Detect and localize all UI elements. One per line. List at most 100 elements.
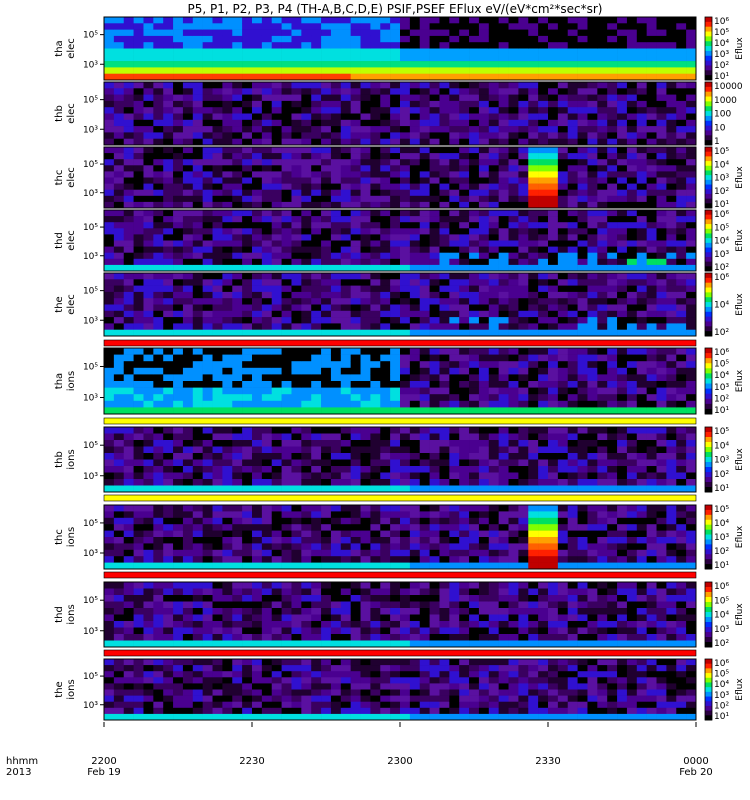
spectrogram-cell [252,100,263,108]
spectrogram-cell [192,279,203,286]
spectrogram-cell [123,264,134,272]
spectrogram-cell [222,394,233,402]
spectrogram-cell [301,310,312,318]
spectrogram-cell [478,511,490,519]
spectrogram-cell [597,562,608,570]
spectrogram-cell [370,517,381,525]
spectrogram-cell [656,433,667,441]
spectrogram-cell [182,505,194,512]
spectrogram-cell [212,562,223,570]
spectrogram-cell [104,511,115,519]
spectrogram-cell [173,285,184,293]
spectrogram-cell [173,348,184,355]
spectrogram-cell [459,279,470,286]
spectrogram-cell [222,304,233,312]
spectrogram-cell [232,446,243,454]
spectrogram-cell [656,479,667,486]
spectrogram-cell [340,48,351,56]
spectrogram-cell [617,524,628,531]
spectrogram-cell [271,171,282,178]
spectrogram-cell [488,107,499,114]
spectrogram-cell [597,35,608,43]
spectrogram-cell [518,183,529,190]
spectrogram-cell [518,433,529,441]
spectrogram-cell [567,94,578,102]
spectrogram-cell [636,42,647,49]
spectrogram-cell [173,177,184,184]
spectrogram-cell [557,252,569,260]
spectrogram-cell [104,171,115,178]
colorbar-segment [705,224,712,230]
spectrogram-cell [478,427,490,434]
spectrogram-cell [232,549,243,557]
spectrogram-cell [370,394,381,402]
spectrogram-cell [587,153,598,160]
spectrogram-cell [607,285,618,293]
spectrogram-cell [113,54,125,62]
spectrogram-cell [518,517,529,525]
panel-ylabel-2: elec [66,167,77,188]
spectrogram-cell [301,273,312,280]
spectrogram-cell [252,264,263,272]
spectrogram-cell [666,195,677,203]
spectrogram-cell [409,100,421,108]
spectrogram-cell [686,82,697,89]
spectrogram-cell [646,530,657,538]
spectrogram-cell [409,171,421,178]
spectrogram-cell [212,394,223,402]
spectrogram-cell [143,511,154,519]
spectrogram-cell [400,252,411,260]
spectrogram-cell [518,562,529,570]
spectrogram-cell [222,348,233,355]
spectrogram-cell [498,126,509,133]
spectrogram-cell [173,54,184,62]
spectrogram-cell [192,234,203,241]
spectrogram-cell [192,132,203,139]
spectrogram-cell [271,459,282,467]
spectrogram-cell [133,48,144,56]
spectrogram-cell [587,216,598,223]
spectrogram-cell [242,427,253,434]
spectrogram-cell [173,479,184,486]
spectrogram-cell [400,107,411,114]
spectrogram-cell [548,387,559,395]
spectrogram-cell [182,427,194,434]
spectrogram-cell [360,29,371,37]
spectrogram-cell [232,132,243,139]
spectrogram-cell [449,94,460,102]
spectrogram-cell [104,88,115,95]
spectrogram-cell [370,562,381,570]
spectrogram-cell [567,210,578,217]
spectrogram-cell [646,400,657,408]
spectrogram-cell [281,61,292,68]
spectrogram-cell [459,138,470,146]
spectrogram-cell [646,354,657,362]
spectrogram-cell [271,73,282,81]
spectrogram-cell [380,329,391,337]
spectrogram-cell [113,126,125,133]
spectrogram-cell [163,210,174,217]
spectrogram-cell [478,466,490,473]
spectrogram-cell [192,285,203,293]
spectrogram-cell [133,279,144,286]
spectrogram-cell [113,400,125,408]
spectrogram-cell [478,479,490,486]
spectrogram-cell [321,252,332,260]
spectrogram-cell [311,195,322,203]
spectrogram-cell [478,258,490,266]
spectrogram-cell [113,472,125,480]
spectrogram-cell [113,42,125,49]
spectrogram-cell [646,472,657,480]
spectrogram-cell [202,61,213,68]
spectrogram-cell [597,537,608,544]
spectrogram-cell [123,367,134,375]
spectrogram-cell [676,61,687,68]
spectrogram-cell [153,472,164,480]
spectrogram-cell [469,273,480,280]
spectrogram-cell [311,113,322,121]
spectrogram-cell [557,165,569,172]
spectrogram-cell [429,317,440,324]
spectrogram-cell [350,394,361,402]
spectrogram-cell [419,228,430,235]
spectrogram-cell [567,195,578,203]
